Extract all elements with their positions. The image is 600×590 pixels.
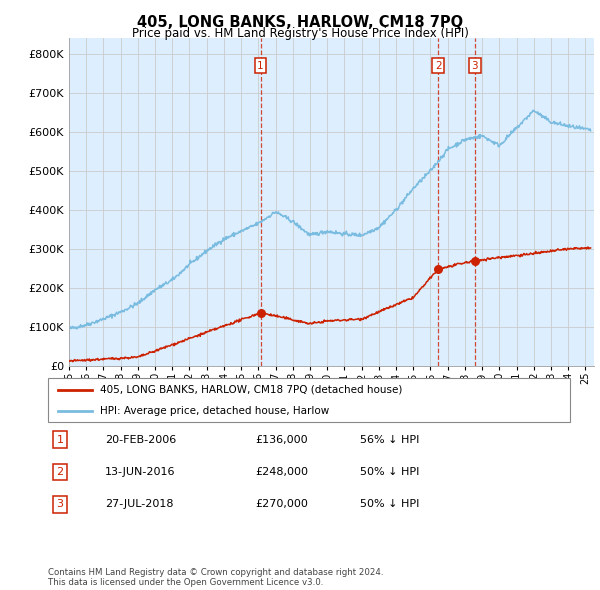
Text: 13-JUN-2016: 13-JUN-2016: [105, 467, 176, 477]
Text: 2: 2: [56, 467, 64, 477]
Point: [470, 256, 479, 266]
Text: Price paid vs. HM Land Registry's House Price Index (HPI): Price paid vs. HM Land Registry's House …: [131, 27, 469, 40]
Text: 1: 1: [257, 61, 264, 71]
Text: 3: 3: [472, 61, 478, 71]
Text: £270,000: £270,000: [255, 500, 308, 509]
Text: 2: 2: [435, 61, 442, 71]
Text: 3: 3: [56, 500, 64, 509]
Text: 56% ↓ HPI: 56% ↓ HPI: [360, 435, 419, 444]
Text: 405, LONG BANKS, HARLOW, CM18 7PQ (detached house): 405, LONG BANKS, HARLOW, CM18 7PQ (detac…: [100, 385, 403, 395]
Text: 50% ↓ HPI: 50% ↓ HPI: [360, 467, 419, 477]
FancyBboxPatch shape: [48, 378, 570, 422]
Text: 27-JUL-2018: 27-JUL-2018: [105, 500, 173, 509]
Text: 20-FEB-2006: 20-FEB-2006: [105, 435, 176, 444]
Text: 50% ↓ HPI: 50% ↓ HPI: [360, 500, 419, 509]
Point: [433, 264, 443, 274]
Text: 405, LONG BANKS, HARLOW, CM18 7PQ: 405, LONG BANKS, HARLOW, CM18 7PQ: [137, 15, 463, 30]
Text: 1: 1: [56, 435, 64, 444]
Text: £136,000: £136,000: [255, 435, 308, 444]
Text: £248,000: £248,000: [255, 467, 308, 477]
Text: HPI: Average price, detached house, Harlow: HPI: Average price, detached house, Harl…: [100, 406, 329, 416]
Text: Contains HM Land Registry data © Crown copyright and database right 2024.
This d: Contains HM Land Registry data © Crown c…: [48, 568, 383, 587]
Point: [256, 308, 265, 317]
